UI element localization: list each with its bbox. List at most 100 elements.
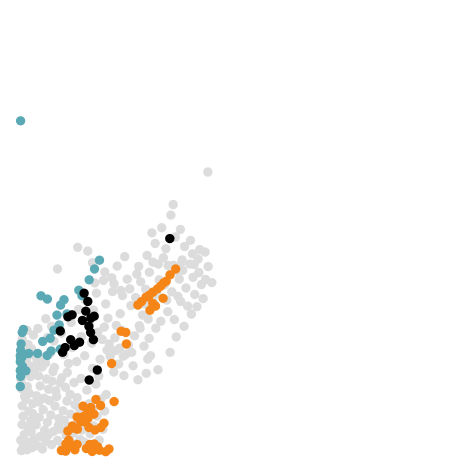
data-point: [207, 277, 217, 288]
data-point: [161, 244, 171, 254]
data-point: [133, 375, 143, 385]
data-point: [24, 406, 34, 416]
data-point: [106, 358, 117, 369]
data-point: [98, 275, 109, 286]
data-point: [15, 381, 25, 392]
data-point: [91, 288, 102, 298]
data-point: [144, 267, 155, 277]
data-point: [174, 274, 184, 284]
data-point: [55, 326, 65, 336]
data-point: [16, 435, 26, 445]
data-point: [121, 327, 131, 338]
data-point: [142, 250, 152, 261]
data-point: [60, 382, 71, 392]
data-point: [72, 439, 82, 450]
data-point: [113, 359, 124, 369]
data-point: [95, 400, 106, 411]
data-point: [99, 418, 109, 428]
data-point: [151, 323, 161, 333]
data-point: [38, 405, 48, 415]
data-point: [118, 351, 128, 361]
data-point: [163, 260, 173, 271]
data-point: [35, 381, 45, 391]
data-point: [100, 267, 110, 277]
data-point: [65, 389, 75, 399]
data-point: [77, 315, 88, 326]
data-point: [132, 269, 142, 279]
data-point: [158, 293, 168, 303]
data-point: [179, 321, 189, 331]
data-point: [52, 310, 62, 320]
data-point: [158, 253, 169, 263]
data-point: [38, 336, 48, 347]
data-point: [76, 417, 86, 427]
data-point: [135, 323, 145, 333]
data-point: [93, 327, 103, 337]
data-point: [89, 311, 99, 321]
data-point: [168, 199, 178, 210]
series-2: [55, 233, 175, 385]
data-point: [74, 337, 85, 347]
data-point: [190, 289, 200, 300]
data-point: [153, 365, 163, 375]
data-point: [45, 333, 55, 343]
data-point: [139, 341, 149, 351]
data-point: [42, 294, 53, 304]
data-point: [72, 393, 82, 403]
data-point: [194, 267, 204, 278]
data-point: [122, 274, 132, 284]
data-point: [28, 330, 39, 340]
data-point: [60, 446, 71, 456]
data-point: [37, 444, 48, 454]
data-point: [166, 210, 176, 220]
data-point: [42, 417, 53, 427]
data-point: [120, 251, 130, 262]
data-point: [41, 374, 52, 384]
data-point: [57, 347, 68, 357]
data-point: [87, 446, 97, 457]
series-3: [56, 264, 181, 457]
data-point: [126, 300, 136, 311]
data-point: [86, 402, 96, 413]
data-point: [153, 259, 163, 269]
data-point: [72, 424, 83, 434]
data-point: [73, 304, 84, 315]
data-point: [40, 358, 51, 368]
data-point: [145, 351, 156, 361]
data-point: [189, 259, 199, 270]
data-point: [116, 285, 126, 296]
data-point: [84, 321, 94, 331]
data-point: [19, 391, 30, 401]
data-point: [49, 362, 60, 373]
data-point: [173, 291, 183, 301]
data-point: [109, 367, 119, 377]
data-point: [92, 365, 103, 375]
data-point: [129, 331, 140, 341]
data-point: [71, 356, 82, 367]
data-point: [119, 370, 129, 381]
data-point: [150, 238, 160, 249]
data-point: [109, 396, 119, 407]
data-point: [125, 284, 135, 294]
data-point: [84, 275, 94, 285]
data-point: [89, 264, 100, 274]
data-point: [203, 167, 213, 177]
data-point: [143, 314, 153, 324]
data-point: [179, 241, 190, 252]
data-point: [104, 444, 114, 454]
data-point: [59, 295, 69, 305]
data-point: [39, 425, 50, 435]
data-point: [156, 316, 166, 326]
data-point: [171, 264, 181, 274]
data-point: [101, 389, 111, 400]
data-point: [144, 333, 154, 343]
data-point: [15, 371, 26, 382]
data-point: [59, 415, 69, 426]
data-point: [91, 379, 101, 389]
data-point: [52, 435, 63, 446]
data-point: [104, 339, 115, 349]
data-point: [17, 419, 27, 430]
data-point: [42, 350, 52, 361]
data-point: [95, 354, 105, 364]
